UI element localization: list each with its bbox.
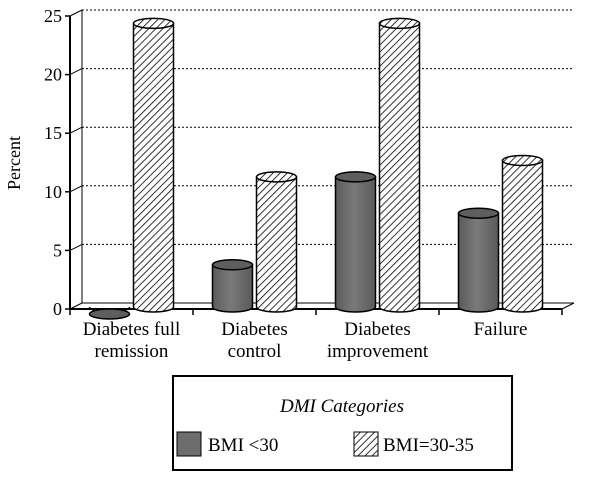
bar-body bbox=[378, 22, 421, 313]
gridline-side bbox=[69, 185, 83, 193]
legend-box bbox=[172, 375, 513, 471]
y-tick-label: 0 bbox=[53, 299, 62, 319]
legend-label-bmi-30-35: BMI=30-35 bbox=[383, 435, 474, 456]
bar-bmi-30-35-2 bbox=[378, 17, 421, 313]
bar-bmi-30-35-1 bbox=[255, 171, 298, 313]
gridline-side bbox=[69, 68, 83, 76]
y-tick-label: 20 bbox=[44, 65, 62, 85]
y-tick-label: 15 bbox=[44, 123, 62, 143]
y-tick-label: 5 bbox=[53, 240, 62, 260]
bar-bmi-30-0 bbox=[88, 306, 131, 320]
bar-body bbox=[211, 264, 254, 313]
x-tick-label: control bbox=[228, 341, 282, 362]
bars bbox=[88, 17, 544, 320]
bar-body bbox=[501, 159, 544, 313]
bar-top bbox=[334, 171, 377, 183]
x-tick-label: Failure bbox=[474, 319, 528, 340]
gridline-side bbox=[69, 9, 83, 17]
y-tick-label: 25 bbox=[44, 6, 62, 26]
floor-right-edge bbox=[561, 302, 575, 310]
legend-title: DMI Categories bbox=[279, 396, 404, 417]
y-tick-label: 10 bbox=[44, 182, 62, 202]
bar-top bbox=[457, 207, 500, 219]
legend-swatch-bmi-30-35 bbox=[353, 431, 379, 457]
x-tick-label: Diabetes full bbox=[83, 319, 181, 340]
bar-bmi-30-2 bbox=[334, 171, 377, 313]
bar-top bbox=[132, 17, 175, 30]
bar-bmi-30-35-0 bbox=[132, 17, 175, 313]
x-tick-label: improvement bbox=[327, 341, 429, 362]
y-axis-label: Percent bbox=[4, 136, 24, 190]
x-tick-label: Diabetes bbox=[344, 319, 410, 340]
bar-bmi-30-1 bbox=[211, 259, 254, 313]
x-tick-label: remission bbox=[95, 341, 169, 362]
bar-top bbox=[88, 308, 131, 320]
bar-bmi-30-3 bbox=[457, 207, 500, 313]
bar-body bbox=[334, 176, 377, 313]
x-tick-label: Diabetes bbox=[221, 319, 287, 340]
bar-top bbox=[501, 154, 544, 167]
bar-body bbox=[132, 22, 175, 313]
bar-body bbox=[457, 212, 500, 313]
legend-label-bmi-lt30: BMI <30 bbox=[208, 435, 278, 456]
category-labels: Diabetes fullremissionDiabetescontrolDia… bbox=[83, 319, 528, 362]
bar-bmi-30-35-3 bbox=[501, 154, 544, 313]
bar-top bbox=[255, 171, 298, 183]
bar-top bbox=[378, 17, 421, 30]
bar-top bbox=[211, 259, 254, 271]
legend: DMI Categories BMI <30 BMI=30-35 bbox=[172, 375, 513, 471]
legend-swatch-bmi-lt30 bbox=[176, 431, 202, 457]
bar-body bbox=[255, 176, 298, 313]
gridline-side bbox=[69, 243, 83, 251]
gridline-side bbox=[69, 126, 83, 134]
